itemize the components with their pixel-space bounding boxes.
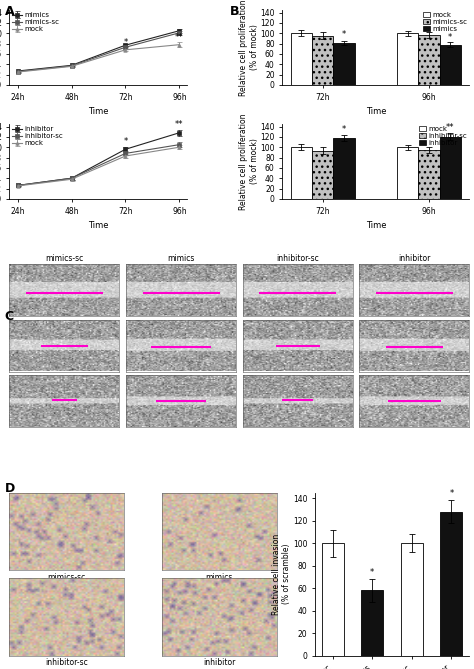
Text: *: * bbox=[449, 489, 454, 498]
Bar bbox=[401, 543, 423, 656]
Bar bbox=[291, 33, 312, 85]
Title: inhibitor-sc: inhibitor-sc bbox=[276, 254, 319, 264]
Text: D: D bbox=[5, 482, 15, 496]
Text: B: B bbox=[230, 5, 239, 17]
Text: *: * bbox=[342, 31, 346, 39]
Text: *: * bbox=[123, 137, 128, 147]
Bar bbox=[312, 36, 333, 85]
Text: *: * bbox=[448, 33, 452, 41]
X-axis label: mimics-sc: mimics-sc bbox=[47, 573, 86, 582]
Text: C: C bbox=[5, 310, 14, 322]
Bar bbox=[333, 43, 355, 85]
Bar bbox=[418, 35, 439, 85]
Bar bbox=[397, 147, 418, 199]
Text: **: ** bbox=[446, 123, 455, 132]
Bar bbox=[439, 45, 461, 85]
Legend: inhibitor, inhibitor-sc, mock: inhibitor, inhibitor-sc, mock bbox=[11, 125, 64, 147]
Text: **: ** bbox=[175, 120, 183, 128]
X-axis label: Time: Time bbox=[365, 107, 386, 116]
Title: mimics-sc: mimics-sc bbox=[46, 254, 83, 264]
Title: mimics: mimics bbox=[167, 254, 195, 264]
X-axis label: inhibitor: inhibitor bbox=[203, 658, 236, 668]
Bar bbox=[440, 512, 462, 656]
Legend: mock, mimics-sc, mimics: mock, mimics-sc, mimics bbox=[422, 11, 468, 33]
X-axis label: Time: Time bbox=[88, 107, 109, 116]
X-axis label: Time: Time bbox=[365, 221, 386, 230]
Text: *: * bbox=[123, 38, 128, 47]
Bar bbox=[397, 33, 418, 85]
Title: inhibitor: inhibitor bbox=[398, 254, 430, 264]
Text: A: A bbox=[5, 5, 14, 17]
Text: *: * bbox=[342, 125, 346, 134]
Bar bbox=[418, 150, 439, 199]
Y-axis label: Relative cell proliferation
(% of mock): Relative cell proliferation (% of mock) bbox=[239, 113, 259, 209]
Bar bbox=[322, 543, 344, 656]
Legend: mimics, mimics-sc, mock: mimics, mimics-sc, mock bbox=[11, 11, 60, 33]
Text: **: ** bbox=[175, 33, 183, 41]
Legend: mock, inhibitor-sc, inhibitor: mock, inhibitor-sc, inhibitor bbox=[419, 125, 468, 147]
Text: *: * bbox=[370, 568, 374, 577]
Y-axis label: Relative cell proliferation
(% of mock): Relative cell proliferation (% of mock) bbox=[239, 0, 259, 96]
X-axis label: mimics: mimics bbox=[206, 573, 233, 582]
Y-axis label: Relative cell invasion
(% of scramble): Relative cell invasion (% of scramble) bbox=[272, 533, 292, 615]
Bar bbox=[333, 138, 355, 199]
Bar bbox=[291, 147, 312, 199]
Bar bbox=[361, 590, 383, 656]
X-axis label: inhibitor-sc: inhibitor-sc bbox=[46, 658, 88, 668]
Bar bbox=[439, 137, 461, 199]
Bar bbox=[312, 151, 333, 199]
X-axis label: Time: Time bbox=[88, 221, 109, 230]
